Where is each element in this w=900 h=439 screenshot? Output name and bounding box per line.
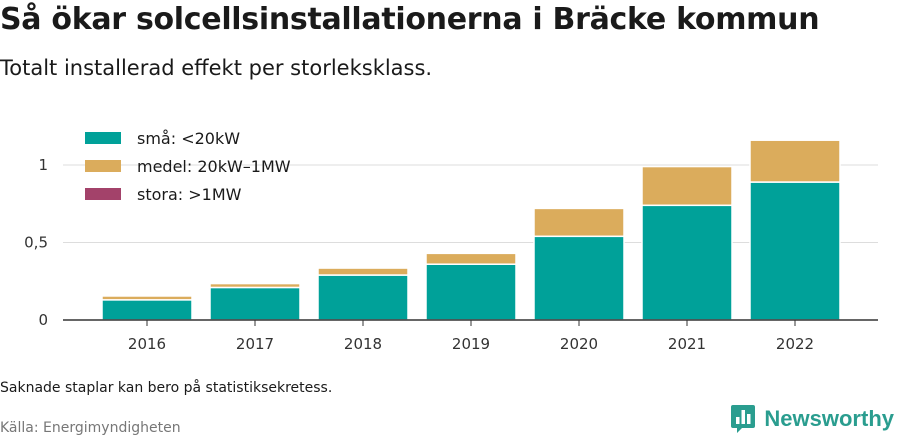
bar-segment: [317, 274, 409, 321]
stacked-bar-chart: 00,51 2016 2017 2018 2019 2020 2021 2022 små: …: [24, 129, 878, 353]
legend: små: <20kW medel: 20kW–1MW stora: >1MW: [85, 129, 291, 204]
x-tick-label: 2019: [452, 335, 490, 353]
bar-segment: [641, 165, 733, 207]
x-tick-label: 2021: [668, 335, 706, 353]
y-tick-label: 1: [38, 156, 48, 174]
x-tick-label: 2016: [128, 335, 166, 353]
brand-logo: Newsworthy: [730, 404, 894, 434]
bar-segment: [101, 295, 193, 301]
legend-swatch: [85, 132, 121, 144]
x-tick-label: 2018: [344, 335, 382, 353]
x-tick-label: 2020: [560, 335, 598, 353]
bar-segment: [749, 139, 841, 183]
x-tick-label: 2022: [776, 335, 814, 353]
brand-name: Newsworthy: [764, 406, 894, 431]
bar-segment: [317, 267, 409, 276]
bar-segment: [425, 252, 517, 265]
legend-label: medel: 20kW–1MW: [137, 157, 291, 176]
footnote: Saknade staplar kan bero på statistiksek…: [0, 380, 333, 396]
page-subtitle: Totalt installerad effekt per storlekskl…: [0, 56, 433, 80]
y-tick-label: 0: [38, 311, 48, 329]
bar-segment: [533, 235, 625, 321]
legend-swatch: [85, 188, 121, 200]
bar-segment: [749, 181, 841, 321]
gridlines: [63, 164, 878, 243]
bar-segment: [641, 204, 733, 321]
legend-label: små: <20kW: [137, 129, 240, 148]
legend-swatch: [85, 160, 121, 172]
bar-segment: [425, 263, 517, 321]
source-credit: Källa: Energimyndigheten: [0, 420, 181, 436]
bar-segment: [209, 282, 301, 289]
y-axis-ticks: 00,51: [24, 156, 48, 329]
page-title: Så ökar solcellsinstallationerna i Bräck…: [0, 2, 820, 37]
x-axis-ticks: 2016 2017 2018 2019 2020 2021 2022: [128, 320, 814, 353]
bar-segment: [209, 286, 301, 321]
y-tick-label: 0,5: [24, 234, 48, 252]
bar-segment: [101, 299, 193, 321]
bar-chart-logo-icon: [731, 405, 756, 433]
x-tick-label: 2017: [236, 335, 274, 353]
bar-segment: [533, 207, 625, 238]
legend-label: stora: >1MW: [137, 185, 242, 204]
